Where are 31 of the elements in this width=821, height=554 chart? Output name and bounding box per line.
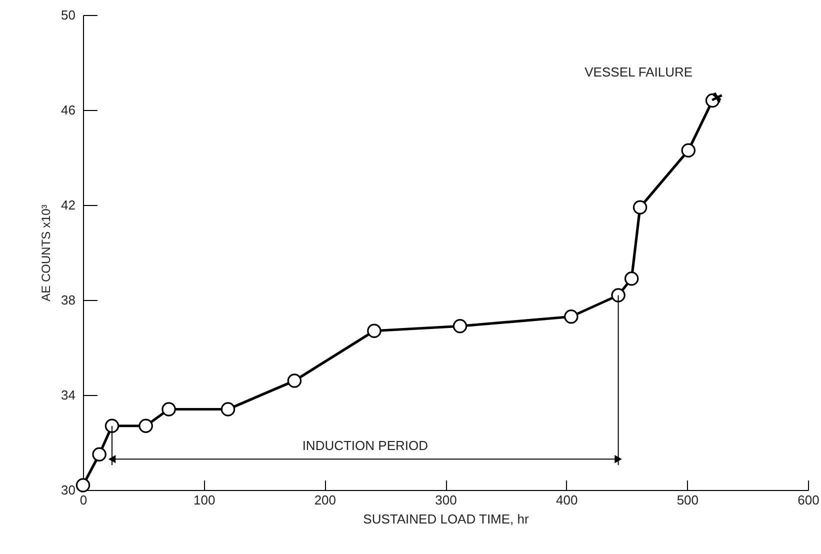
x-tick-label: 100 xyxy=(193,492,216,508)
point xyxy=(452,319,468,334)
y-tick-label: 46 xyxy=(61,102,76,118)
point xyxy=(367,324,382,338)
annotation: INDUCTION PERIOD xyxy=(302,438,428,454)
point xyxy=(104,418,120,433)
x-tick-label: 200 xyxy=(314,492,336,508)
y-tick-label: 50 xyxy=(61,8,76,22)
x-tick-label: 600 xyxy=(798,492,820,508)
point xyxy=(287,374,302,388)
x-tick-label: 500 xyxy=(676,492,699,508)
point xyxy=(162,402,176,416)
y-axis-title: AE COUNTS x10³ xyxy=(39,204,54,302)
point xyxy=(681,143,696,158)
annotation: VESSEL FAILURE xyxy=(584,64,693,80)
point xyxy=(76,478,90,492)
point xyxy=(564,310,578,324)
point xyxy=(138,418,153,433)
y-tick-label: 34 xyxy=(61,388,76,402)
x-axis-title: SUSTAINED LOAD TIME, hr xyxy=(363,512,530,526)
y-tick-label: 42 xyxy=(61,198,76,212)
point xyxy=(632,200,648,214)
y-tick-label: 38 xyxy=(61,292,76,308)
point xyxy=(624,272,639,286)
y-tick-label: 30 xyxy=(61,482,76,498)
x-tick-label: 300 xyxy=(435,492,457,508)
point xyxy=(220,402,236,416)
x-tick-label: 0 xyxy=(80,492,88,508)
x-tick-label: 400 xyxy=(556,492,578,508)
point xyxy=(611,288,626,302)
point xyxy=(92,447,106,462)
